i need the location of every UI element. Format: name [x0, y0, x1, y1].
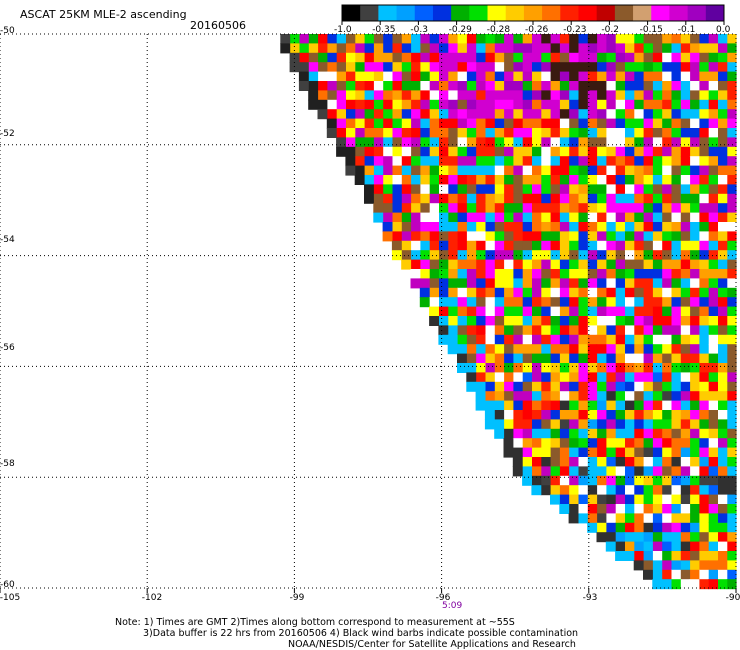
figure-title: ASCAT 25KM MLE-2 ascending: [20, 8, 187, 21]
lon-label: -93: [582, 593, 598, 603]
lat-label: -58: [0, 459, 15, 469]
lat-label: -52: [0, 129, 15, 139]
colorbar-tick-label: -0.28: [486, 25, 511, 35]
colorbar-tick-label: -0.23: [563, 25, 587, 35]
colorbar-tick-label: -0.3: [410, 25, 428, 35]
note-line-2: 3)Data buffer is 22 hrs from 20160506 4)…: [143, 628, 579, 639]
time-label: 5:09: [442, 601, 463, 611]
colorbar-tick-label: -0.35: [372, 25, 396, 35]
note-line-1: Note: 1) Times are GMT 2)Times along bot…: [115, 617, 515, 628]
figure-date: 20160506: [190, 19, 246, 32]
lat-label: -60: [0, 580, 15, 590]
colorbar-tick-label: -0.29: [448, 25, 472, 35]
lat-label: -50: [0, 26, 15, 36]
graticule: [0, 33, 737, 589]
lat-label: -56: [0, 343, 15, 353]
colorbar-tick-label: -0.2: [601, 25, 619, 35]
note-line-3: NOAA/NESDIS/Center for Satellite Applica…: [288, 639, 576, 650]
swath-cells: [280, 34, 737, 590]
colorbar-tick-label: -0.26: [525, 25, 549, 35]
colorbar: [341, 4, 725, 25]
colorbar-tick-label: -1.0: [334, 25, 352, 35]
lon-label: -105: [0, 593, 21, 603]
lon-label: -102: [141, 593, 163, 603]
lon-label: -99: [289, 593, 305, 603]
colorbar-tick-label: -0.1: [677, 25, 696, 35]
lon-label: -90: [725, 593, 740, 603]
lon-label: -96: [435, 593, 451, 603]
colorbar-tick-label: 0.0: [716, 25, 731, 35]
colorbar-tick-label: -0.15: [639, 25, 663, 35]
lat-label: -54: [0, 235, 15, 245]
